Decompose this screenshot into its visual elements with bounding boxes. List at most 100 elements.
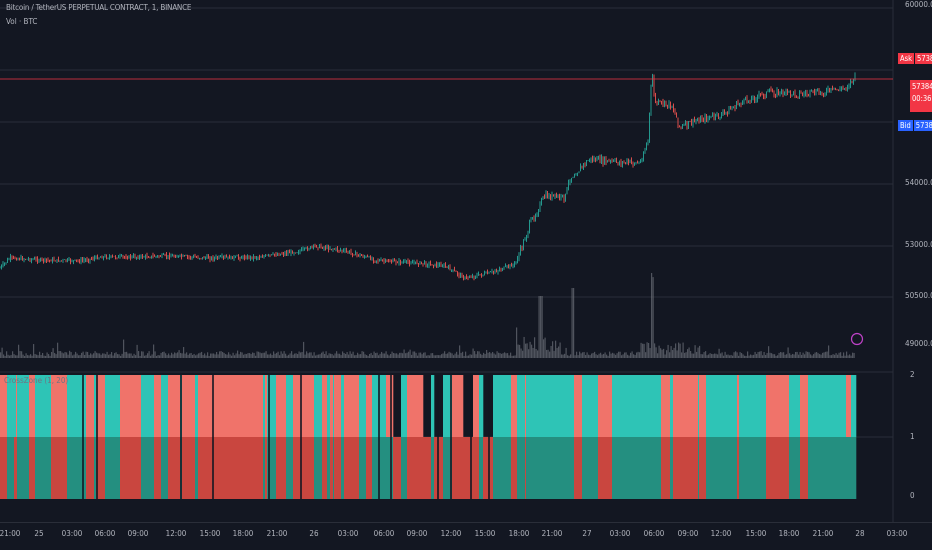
- signal-band-bottom: [159, 437, 162, 499]
- signal-band-bottom: [452, 437, 456, 499]
- signal-band-top: [525, 375, 527, 437]
- signal-band-bottom: [732, 437, 738, 499]
- volume-bar: [640, 342, 642, 358]
- time-tick: 26: [309, 529, 319, 538]
- signal-band-bottom: [517, 437, 526, 499]
- signal-band-top: [286, 375, 294, 437]
- volume-bar: [100, 354, 102, 358]
- signal-band-bottom: [195, 437, 199, 499]
- volume-bar: [166, 355, 168, 358]
- indicator-label[interactable]: CrossZone (1, 20): [4, 376, 69, 385]
- volume-bar: [109, 354, 111, 358]
- volume-bar: [48, 354, 50, 358]
- band-gap: [96, 375, 98, 499]
- volume-bar: [657, 353, 659, 358]
- price-tick: 49000.0: [905, 339, 932, 348]
- volume-bar: [697, 347, 699, 358]
- volume-bar: [129, 353, 131, 358]
- signal-band-top: [141, 375, 144, 437]
- signal-band-top: [831, 375, 839, 437]
- volume-bar: [547, 349, 549, 358]
- volume-bar: [610, 353, 612, 358]
- volume-bar: [609, 351, 611, 358]
- signal-band-top: [851, 375, 857, 437]
- volume-bar: [51, 352, 53, 358]
- volume-bar: [580, 353, 582, 358]
- volume-bar: [61, 352, 63, 358]
- time-tick: 21:00: [812, 529, 834, 538]
- signal-band-bottom: [148, 437, 150, 499]
- band-gap: [390, 375, 392, 499]
- volume-bar: [433, 355, 435, 358]
- volume-bar: [283, 351, 285, 358]
- volume-bar: [133, 353, 135, 358]
- signal-band-bottom: [35, 437, 45, 499]
- signal-band-bottom: [831, 437, 839, 499]
- volume-bar: [829, 355, 831, 358]
- signal-band-top: [168, 375, 173, 437]
- last-price-tag: 57384.5 00:36: [910, 80, 932, 112]
- volume-bar: [459, 345, 461, 358]
- volume-bar: [255, 355, 257, 358]
- signal-band-top: [649, 375, 651, 437]
- signal-band-bottom: [282, 437, 287, 499]
- price-tick: 53000.0: [905, 240, 932, 249]
- volume-bar: [67, 354, 69, 358]
- signal-band-top: [774, 375, 783, 437]
- signal-band-top: [85, 375, 87, 437]
- band-gap: [300, 375, 302, 499]
- signal-band-top: [789, 375, 797, 437]
- volume-bar: [261, 353, 263, 358]
- symbol-title[interactable]: Bitcoin / TetherUS PERPETUAL CONTRACT, 1…: [6, 3, 192, 12]
- volume-label[interactable]: Vol · BTC: [6, 17, 38, 26]
- volume-bar: [802, 352, 804, 358]
- signal-band-top: [207, 375, 213, 437]
- volume-bar: [529, 341, 531, 358]
- volume-bar: [34, 354, 36, 358]
- signal-band-bottom: [598, 437, 608, 499]
- signal-band-top: [198, 375, 206, 437]
- volume-bar: [432, 353, 434, 358]
- signal-band-top: [747, 375, 749, 437]
- volume-bar: [810, 354, 812, 358]
- price-tick: 54000.0: [905, 178, 932, 187]
- signal-band-bottom: [101, 437, 106, 499]
- volume-bar: [645, 352, 647, 358]
- signal-band-top: [327, 375, 331, 437]
- volume-bar: [516, 327, 518, 358]
- volume-bar: [469, 354, 471, 358]
- signal-band-top: [220, 375, 225, 437]
- volume-bar: [321, 352, 323, 358]
- signal-band-bottom: [154, 437, 160, 499]
- volume-bar: [823, 352, 825, 358]
- signal-band-top: [341, 375, 345, 437]
- volume-bar: [390, 353, 392, 358]
- volume-bar: [564, 353, 566, 358]
- signal-band-bottom: [263, 437, 266, 499]
- volume-bar: [43, 355, 45, 358]
- volume-bar: [472, 348, 474, 358]
- signal-band-bottom: [483, 437, 488, 499]
- volume-bar: [81, 352, 83, 358]
- signal-band-top: [691, 375, 699, 437]
- volume-bar: [112, 355, 114, 358]
- volume-bar: [643, 343, 645, 358]
- volume-bar: [16, 355, 18, 358]
- volume-bar: [286, 355, 288, 358]
- volume-bar: [324, 353, 326, 358]
- volume-bar: [325, 351, 327, 358]
- volume-bar: [540, 296, 542, 358]
- volume-bar: [223, 352, 225, 358]
- signal-band-top: [263, 375, 266, 437]
- volume-bar: [150, 355, 152, 358]
- volume-bar: [303, 341, 305, 358]
- signal-band-top: [415, 375, 424, 437]
- volume-bar: [315, 355, 317, 358]
- last-price-value: 57384.5: [912, 82, 932, 91]
- signal-band-top: [65, 375, 68, 437]
- volume-bar: [28, 355, 30, 358]
- volume-bar: [684, 352, 686, 358]
- volume-bar: [504, 352, 506, 358]
- volume-bar: [444, 351, 446, 358]
